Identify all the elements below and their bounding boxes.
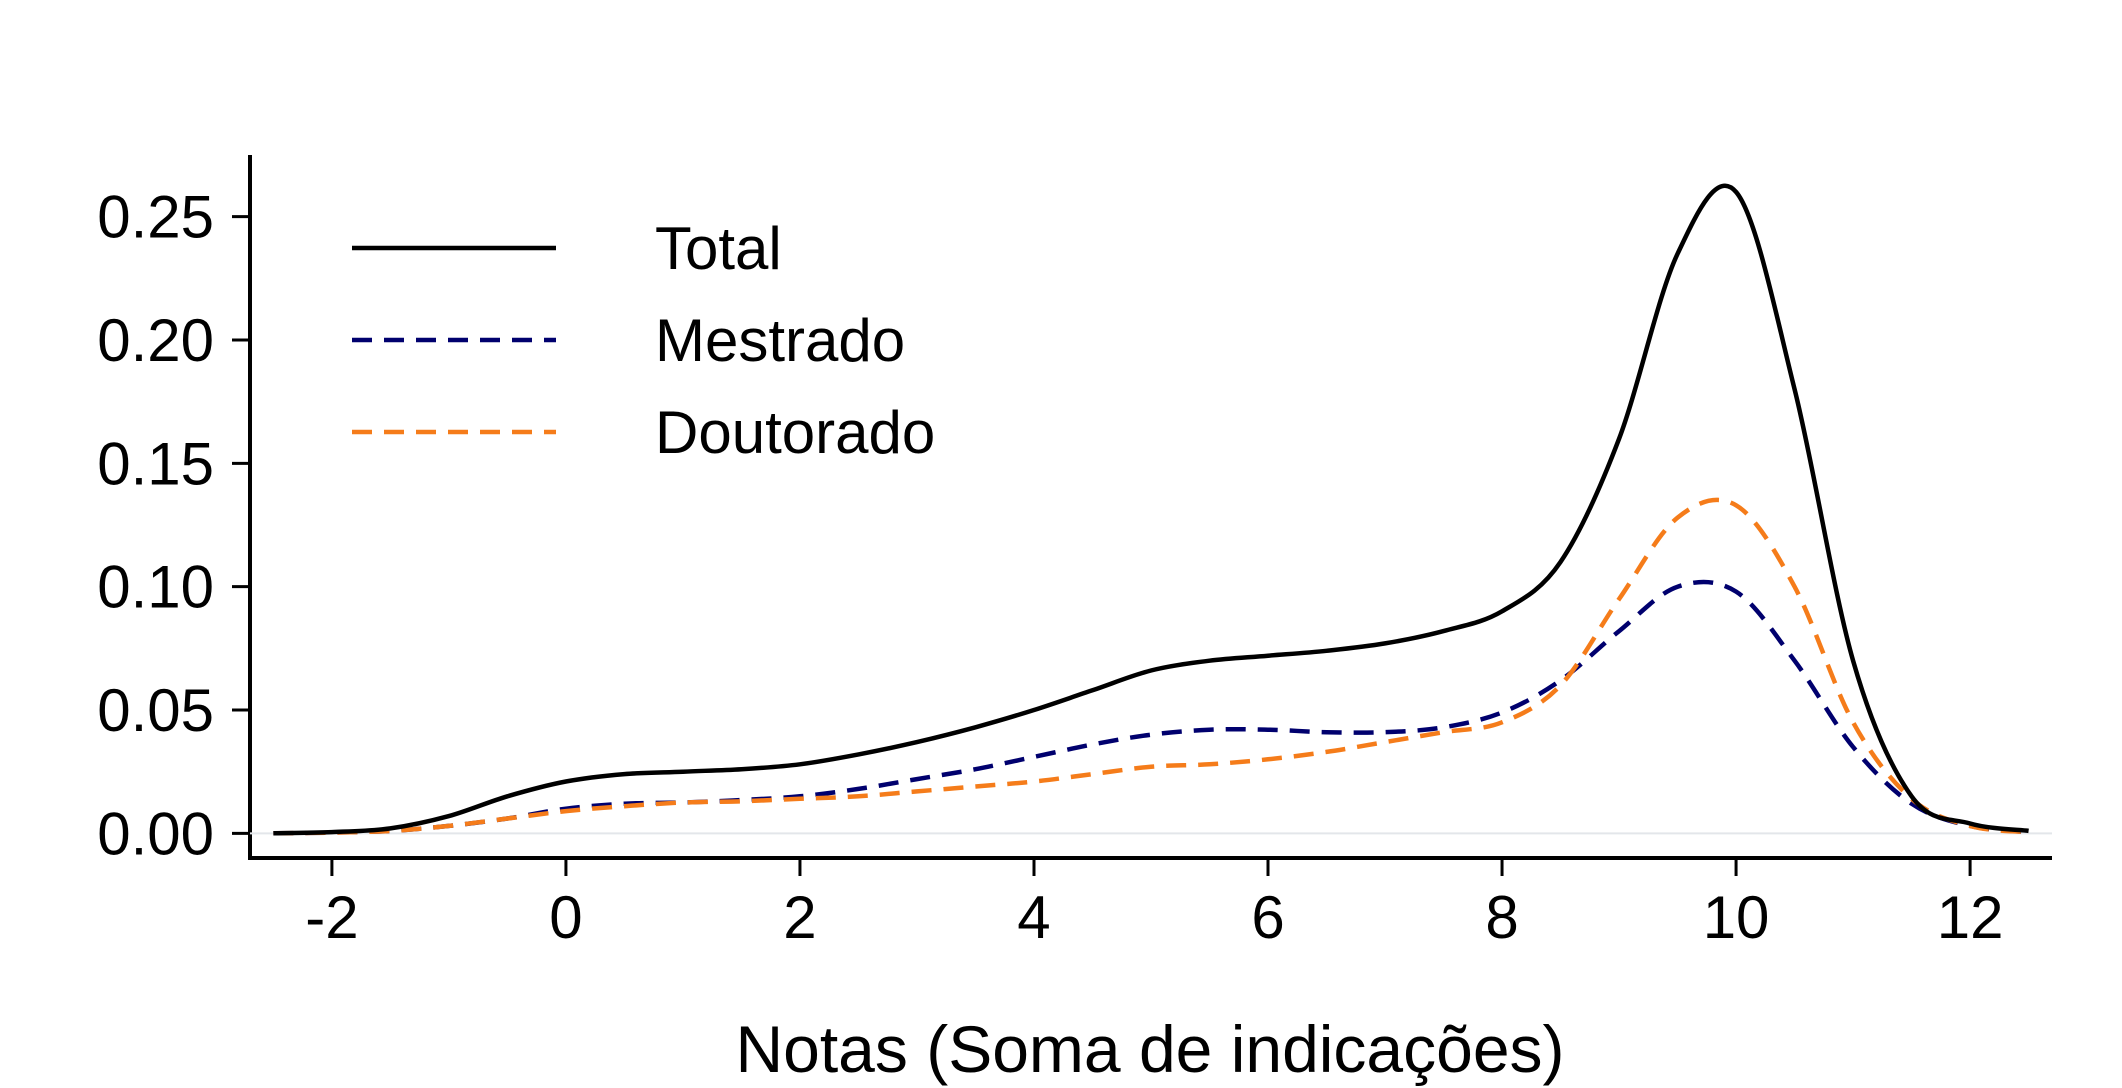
- x-tick-label: 10: [1703, 884, 1770, 951]
- x-axis-title: Notas (Soma de indicações): [735, 1012, 1564, 1086]
- y-tick-label: 0.15: [97, 430, 214, 497]
- y-tick-label: 0.20: [97, 307, 214, 374]
- x-tick-label: 4: [1017, 884, 1050, 951]
- x-tick-label: 12: [1937, 884, 2004, 951]
- x-tick-label: -2: [305, 884, 358, 951]
- x-tick-label: 6: [1251, 884, 1284, 951]
- legend: Total Mestrado Doutorado: [352, 215, 935, 466]
- x-tick-label: 8: [1485, 884, 1518, 951]
- y-tick-label: 0.00: [97, 800, 214, 867]
- x-tick-label: 0: [549, 884, 582, 951]
- series-line-doutorado: [273, 497, 2029, 836]
- legend-label-mestrado: Mestrado: [655, 307, 905, 374]
- y-tick-label: 0.10: [97, 554, 214, 621]
- x-axis: -2 0 2 4 6 8 10 12: [248, 856, 2052, 951]
- y-axis: 0.00 0.05 0.10 0.15 0.20 0.25: [97, 155, 252, 867]
- x-tick-label: 2: [783, 884, 816, 951]
- legend-label-total: Total: [655, 215, 782, 282]
- series-line-total: [273, 183, 2029, 836]
- legend-label-doutorado: Doutorado: [655, 399, 935, 466]
- y-tick-label: 0.25: [97, 184, 214, 251]
- series-line-mestrado: [273, 579, 2029, 836]
- y-tick-label: 0.05: [97, 677, 214, 744]
- plot-area: [250, 183, 2052, 836]
